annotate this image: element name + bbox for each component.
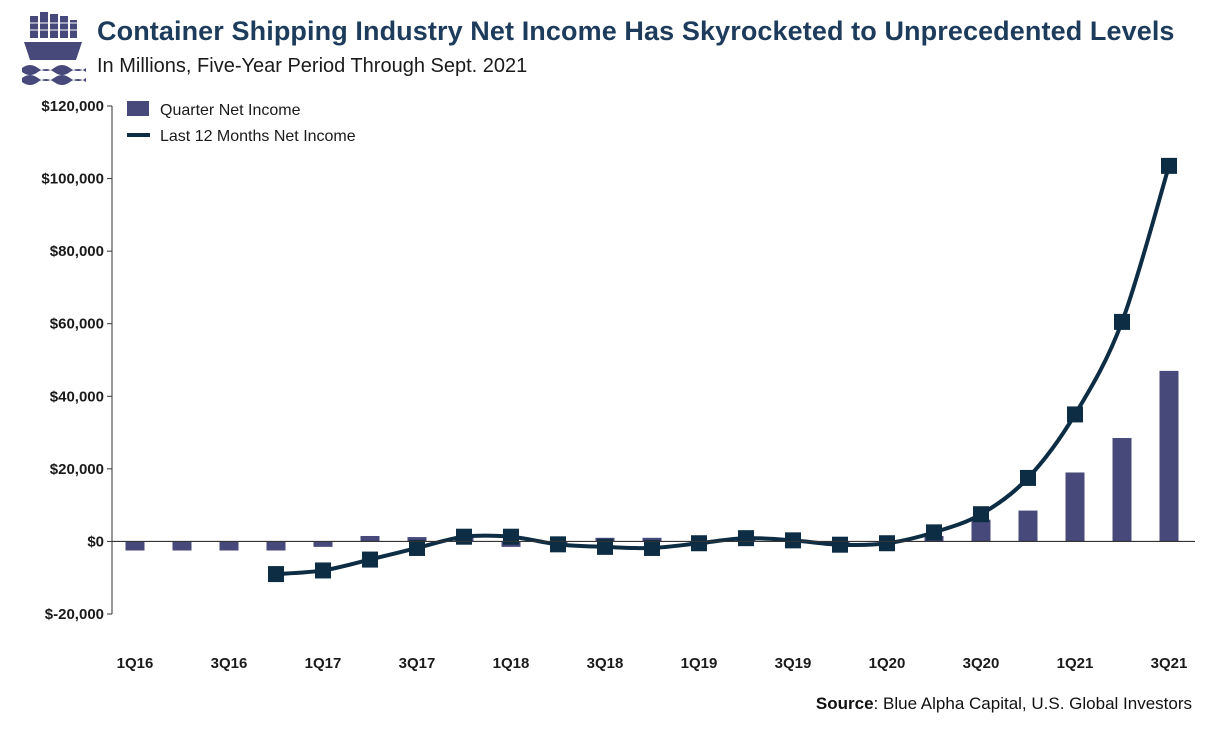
line-point bbox=[1161, 157, 1177, 174]
axes-layer: $-20,000 $0 $20,000 $40,000 $60,000 $80,000 $1… bbox=[41, 98, 1195, 672]
line-point bbox=[1020, 469, 1036, 486]
y-tick-label: $0 bbox=[87, 533, 104, 550]
bar bbox=[1159, 370, 1179, 542]
line-layer bbox=[268, 157, 1177, 583]
x-tick-label: 1Q19 bbox=[681, 655, 718, 672]
line-point bbox=[409, 539, 425, 556]
bars-layer bbox=[125, 370, 1179, 551]
chart-title: Container Shipping Industry Net Income H… bbox=[97, 16, 1175, 46]
x-tick-label: 1Q17 bbox=[305, 655, 342, 672]
line-point bbox=[456, 528, 472, 545]
y-tick-label: $120,000 bbox=[41, 98, 104, 115]
bar bbox=[172, 541, 192, 551]
source-label: Source bbox=[815, 694, 874, 713]
x-tick-label: 3Q19 bbox=[775, 655, 812, 672]
x-tick-label: 3Q20 bbox=[963, 655, 1000, 672]
x-tick-label: 3Q18 bbox=[587, 655, 624, 672]
chart-area: $-20,000 $0 $20,000 $40,000 $60,000 $80,000 $1… bbox=[41, 98, 1195, 672]
bar bbox=[360, 535, 380, 542]
line-point bbox=[362, 551, 378, 568]
line-point bbox=[926, 524, 942, 541]
bar bbox=[1018, 510, 1038, 542]
x-tick-label: 1Q21 bbox=[1057, 655, 1094, 672]
x-tick-label: 3Q21 bbox=[1151, 655, 1188, 672]
line-point bbox=[973, 506, 989, 523]
y-tick-label: $60,000 bbox=[50, 316, 104, 333]
bar bbox=[313, 541, 333, 547]
bar bbox=[125, 541, 145, 551]
line-point bbox=[785, 532, 801, 549]
x-tick-label: 1Q18 bbox=[493, 655, 530, 672]
legend-label-bar: Quarter Net Income bbox=[160, 102, 301, 119]
y-tick-label: $80,000 bbox=[50, 243, 104, 260]
legend-swatch-bar bbox=[127, 101, 149, 116]
legend-label-line: Last 12 Months Net Income bbox=[160, 128, 356, 145]
container-ship-icon bbox=[22, 12, 86, 85]
line-point bbox=[597, 538, 613, 555]
line-point bbox=[832, 536, 848, 553]
x-tick-label: 3Q17 bbox=[399, 655, 436, 672]
line-point bbox=[268, 566, 284, 583]
chart-subtitle: In Millions, Five-Year Period Through Se… bbox=[97, 55, 528, 77]
bar bbox=[1112, 438, 1132, 542]
line-point bbox=[550, 536, 566, 553]
bar bbox=[971, 519, 991, 542]
y-tick-label: $20,000 bbox=[50, 461, 104, 478]
line-point bbox=[1067, 406, 1083, 423]
bar bbox=[1065, 472, 1085, 542]
line-point bbox=[315, 562, 331, 579]
x-tick-label: 3Q16 bbox=[211, 655, 248, 672]
y-tick-label: $40,000 bbox=[50, 388, 104, 405]
y-tick-label: $-20,000 bbox=[45, 606, 104, 623]
x-tick-label: 1Q16 bbox=[117, 655, 154, 672]
bar bbox=[642, 537, 662, 542]
line-point bbox=[1114, 313, 1130, 330]
line-point bbox=[691, 535, 707, 552]
line-point bbox=[738, 530, 754, 547]
line-point bbox=[879, 535, 895, 552]
source-note: Source: Blue Alpha Capital, U.S. Global … bbox=[816, 694, 1192, 714]
x-tick-label: 1Q20 bbox=[869, 655, 906, 672]
source-text: : Blue Alpha Capital, U.S. Global Invest… bbox=[873, 694, 1192, 713]
legend: Quarter Net Income Last 12 Months Net Inc… bbox=[127, 101, 356, 145]
bar bbox=[219, 541, 239, 551]
bar bbox=[266, 541, 286, 551]
line-point bbox=[503, 528, 519, 545]
line-point bbox=[644, 539, 660, 556]
bar bbox=[407, 537, 427, 542]
y-tick-label: $100,000 bbox=[41, 171, 104, 188]
